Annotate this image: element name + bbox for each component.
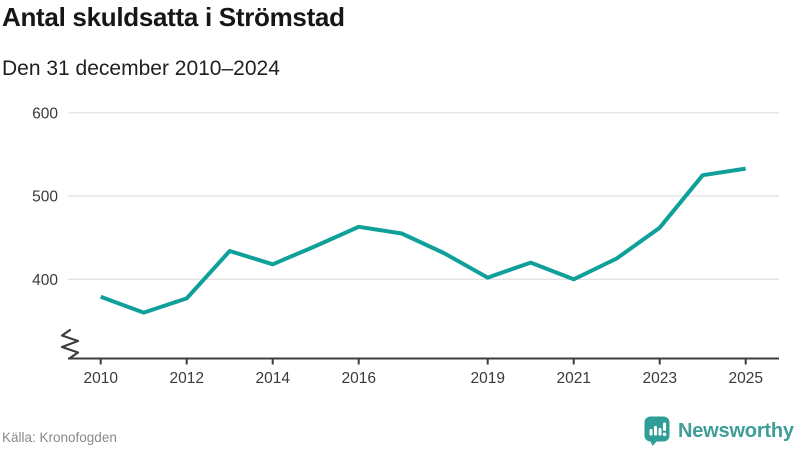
y-tick-label: 400 — [32, 272, 58, 289]
axis-break-icon — [60, 328, 80, 360]
x-tick-label: 2023 — [642, 370, 676, 387]
chart-subtitle: Den 31 december 2010–2024 — [2, 57, 280, 80]
data-line — [100, 166, 747, 315]
newsworthy-bar-chart-bubble-icon — [644, 416, 670, 446]
x-tick-label: 2012 — [169, 370, 203, 387]
y-tick-label: 600 — [32, 105, 58, 122]
x-tick-label: 2016 — [341, 370, 375, 387]
x-tick-label: 2021 — [556, 370, 590, 387]
x-tick-label: 2019 — [470, 370, 504, 387]
chart-title: Antal skuldsatta i Strömstad — [2, 2, 345, 32]
newsworthy-logo: Newsworthy — [644, 416, 794, 446]
newsworthy-wordmark: Newsworthy — [678, 419, 794, 442]
x-tick-label: 2014 — [255, 370, 290, 387]
x-tick-label: 2010 — [83, 370, 118, 387]
y-tick-label: 500 — [32, 189, 58, 206]
source-label: Källa: Kronofogden — [2, 430, 117, 445]
x-tick-label: 2025 — [728, 370, 762, 387]
